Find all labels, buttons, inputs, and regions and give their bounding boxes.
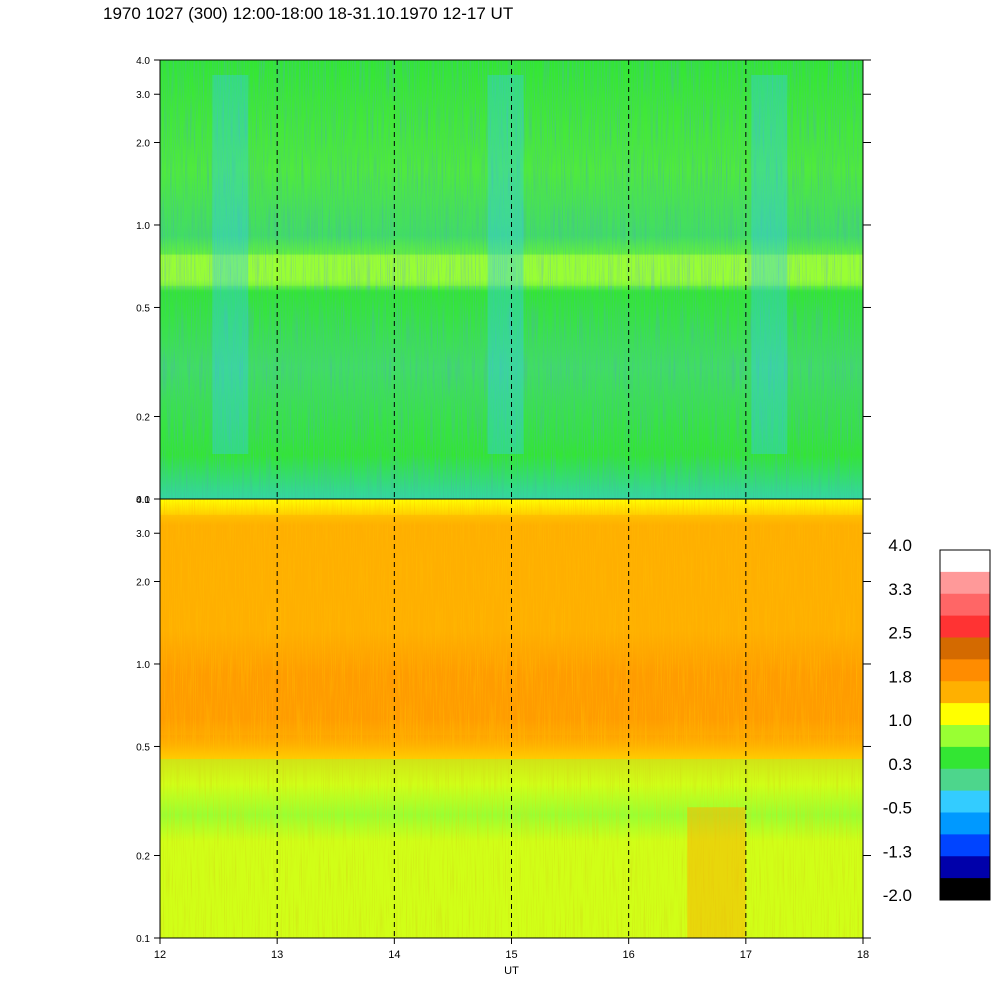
x-axis-label: UT	[504, 965, 519, 977]
colorbar-swatch	[940, 593, 990, 617]
y-tick-label: 4.0	[136, 56, 150, 67]
colorbar-label: 0.3	[888, 755, 912, 774]
colorbar-swatch	[940, 725, 990, 748]
colorbar-label: -2.0	[883, 886, 912, 905]
colorbar-swatch	[940, 878, 990, 901]
y-tick-label: 2.0	[136, 577, 150, 588]
colorbar-label: 4.0	[888, 536, 912, 555]
band-feature	[160, 759, 863, 938]
y-tick-label: 0.2	[136, 413, 150, 424]
colorbar-swatch	[940, 550, 990, 573]
low-level-burst	[751, 75, 788, 454]
colorbar-swatch	[940, 768, 990, 792]
high-level-region	[687, 807, 746, 938]
y-tick-label: 1.0	[136, 221, 150, 232]
low-level-burst	[487, 75, 524, 454]
y-tick-label: 0.5	[136, 742, 150, 753]
x-tick-label: 15	[505, 949, 517, 961]
y-tick-label: 0.5	[136, 303, 150, 314]
colorbar-swatch	[940, 637, 990, 660]
y-tick-label: 3.0	[136, 529, 150, 540]
colorbar-swatch	[940, 790, 990, 813]
x-tick-label: 16	[623, 949, 635, 961]
colorbar-swatch	[940, 856, 990, 879]
chart-title: 1970 1027 (300) 12:00-18:00 18-31.10.197…	[103, 4, 514, 23]
colorbar-swatch	[940, 571, 990, 595]
y-tick-label: 4.0	[136, 495, 150, 506]
low-level-burst	[212, 75, 249, 454]
x-tick-label: 18	[857, 949, 869, 961]
colorbar-label: 1.0	[888, 711, 912, 730]
x-tick-label: 17	[740, 949, 752, 961]
colorbar-label: 3.3	[888, 580, 912, 599]
colorbar-swatch	[940, 834, 990, 857]
colorbar-label: -1.3	[883, 842, 912, 861]
colorbar-label: -0.5	[883, 799, 912, 818]
y-tick-label: 0.1	[136, 495, 150, 506]
x-tick-label: 13	[271, 949, 283, 961]
colorbar-label: 2.5	[888, 624, 912, 643]
colorbar-swatch	[940, 812, 990, 835]
y-tick-label: 1.0	[136, 660, 150, 671]
colorbar-frame	[939, 549, 991, 901]
colorbar-swatch	[940, 703, 990, 726]
colorbar-swatch	[940, 746, 990, 770]
y-tick-label: 3.0	[136, 90, 150, 101]
colorbar-swatch	[940, 615, 990, 638]
colorbar-label: 1.8	[888, 667, 912, 686]
x-tick-label: 12	[154, 949, 166, 961]
y-tick-label: 0.2	[136, 852, 150, 863]
x-tick-label: 14	[388, 949, 400, 961]
colorbar-swatch	[940, 681, 990, 704]
colorbar-swatch	[940, 659, 990, 682]
y-tick-label: 2.0	[136, 138, 150, 149]
y-tick-label: 0.1	[136, 934, 150, 945]
